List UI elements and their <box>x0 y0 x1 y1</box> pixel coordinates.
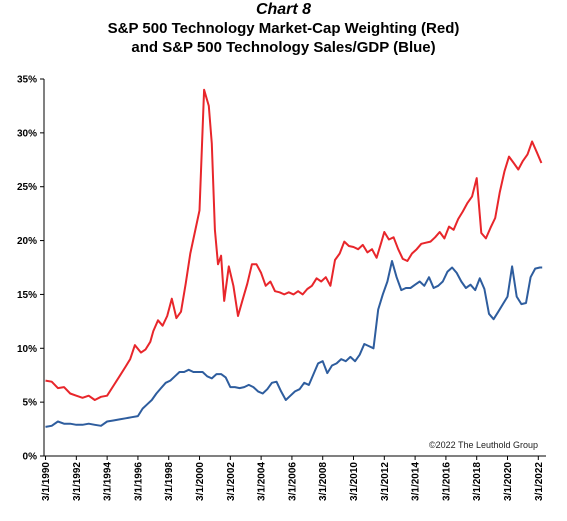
y-axis-ticks: 0% 5% 10% 15% 20% 25% 30% 35% <box>17 75 44 463</box>
chart-subtitle-line2: and S&P 500 Technology Sales/GDP (Blue) <box>131 39 436 56</box>
x-tick-label: 3/1/2000 <box>195 462 206 501</box>
x-axis-ticks: 3/1/1990 3/1/1992 3/1/1994 3/1/1996 3/1/1998… <box>41 456 545 501</box>
x-tick-label: 3/1/2016 <box>441 462 452 501</box>
x-tick-label: 3/1/1992 <box>72 462 83 501</box>
series-line-blue <box>45 260 543 428</box>
series-line-red <box>45 88 543 401</box>
x-tick-label: 3/1/2018 <box>472 462 483 501</box>
x-tick-label: 3/1/2002 <box>226 462 237 501</box>
chart-subtitle-line1: S&P 500 Technology Market-Cap Weighting … <box>107 20 460 37</box>
x-tick-label: 3/1/2006 <box>287 462 298 501</box>
series-layer <box>45 88 543 428</box>
x-tick-label: 3/1/1994 <box>103 462 114 501</box>
y-tick-label: 5% <box>23 398 38 409</box>
x-tick-label: 3/1/1996 <box>133 462 144 501</box>
x-tick-label: 3/1/1990 <box>41 462 52 501</box>
x-tick-label: 3/1/2020 <box>503 462 514 501</box>
x-tick-label: 3/1/1998 <box>164 462 175 501</box>
y-tick-label: 20% <box>17 236 37 247</box>
chart-title: Chart 8 <box>255 1 312 18</box>
y-tick-label: 0% <box>23 452 38 463</box>
y-tick-label: 30% <box>17 128 37 139</box>
y-tick-label: 10% <box>17 344 37 355</box>
x-tick-label: 3/1/2022 <box>534 462 545 501</box>
y-tick-label: 15% <box>17 290 37 301</box>
x-tick-label: 3/1/2012 <box>380 462 391 501</box>
x-tick-label: 3/1/2008 <box>318 462 329 501</box>
x-tick-label: 3/1/2014 <box>411 462 422 501</box>
y-tick-label: 35% <box>17 75 37 86</box>
x-tick-label: 3/1/2010 <box>349 462 360 501</box>
y-tick-label: 25% <box>17 182 37 193</box>
x-tick-label: 3/1/2004 <box>257 462 268 501</box>
copyright-annotation: ©2022 The Leuthold Group <box>429 440 538 450</box>
chart-title-block: Chart 8 S&P 500 Technology Market-Cap We… <box>0 0 567 57</box>
